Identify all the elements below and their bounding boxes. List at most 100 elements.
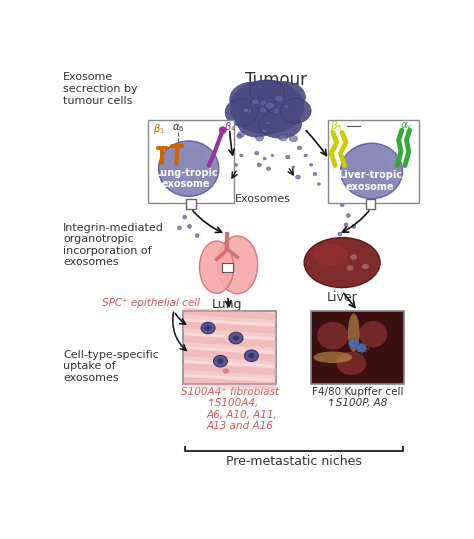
Ellipse shape <box>158 141 219 196</box>
Ellipse shape <box>296 175 300 179</box>
Bar <box>186 199 196 209</box>
FancyBboxPatch shape <box>328 120 419 203</box>
Text: Lung-tropic
exosome: Lung-tropic exosome <box>154 168 218 189</box>
Text: $\alpha_v$: $\alpha_v$ <box>400 120 413 132</box>
Ellipse shape <box>310 163 313 166</box>
Ellipse shape <box>297 146 301 150</box>
Text: SPC⁺ epithelial cell: SPC⁺ epithelial cell <box>102 298 200 308</box>
Ellipse shape <box>271 154 274 157</box>
Ellipse shape <box>350 254 357 260</box>
Ellipse shape <box>304 238 380 288</box>
Ellipse shape <box>275 95 283 102</box>
Text: $\beta_5$: $\beta_5$ <box>330 119 343 133</box>
Ellipse shape <box>183 215 187 219</box>
FancyBboxPatch shape <box>147 120 235 203</box>
Text: ↑S100A4,
A6, A10, A11,
A13 and A16: ↑S100A4, A6, A10, A11, A13 and A16 <box>207 398 277 431</box>
Ellipse shape <box>357 344 366 352</box>
Text: $\beta_4$: $\beta_4$ <box>224 120 236 134</box>
Ellipse shape <box>313 351 352 363</box>
Ellipse shape <box>265 102 274 109</box>
Text: Exosomes: Exosomes <box>235 194 291 204</box>
Ellipse shape <box>255 135 264 141</box>
Ellipse shape <box>358 320 388 348</box>
Text: $\alpha_6$: $\alpha_6$ <box>172 123 184 135</box>
Ellipse shape <box>237 134 242 139</box>
Ellipse shape <box>228 174 231 176</box>
Ellipse shape <box>292 166 295 168</box>
Ellipse shape <box>340 203 344 207</box>
Ellipse shape <box>226 148 230 151</box>
Ellipse shape <box>255 151 259 155</box>
Ellipse shape <box>201 322 215 334</box>
Ellipse shape <box>259 107 266 113</box>
Ellipse shape <box>230 80 304 134</box>
Ellipse shape <box>257 163 261 167</box>
Ellipse shape <box>229 332 243 344</box>
Ellipse shape <box>234 163 237 166</box>
Ellipse shape <box>344 223 348 227</box>
Ellipse shape <box>341 143 402 199</box>
Ellipse shape <box>218 236 258 294</box>
Ellipse shape <box>219 126 227 134</box>
Ellipse shape <box>237 132 245 137</box>
Text: Integrin-mediated
organotropic
incorporation of
exosomes: Integrin-mediated organotropic incorpora… <box>63 223 164 267</box>
Ellipse shape <box>205 326 211 331</box>
Bar <box>183 311 276 384</box>
Text: ↑S100P, A8: ↑S100P, A8 <box>327 398 387 408</box>
Ellipse shape <box>230 82 276 116</box>
Ellipse shape <box>349 340 358 347</box>
Ellipse shape <box>259 111 301 138</box>
Text: Exosome
secrection by
tumour cells: Exosome secrection by tumour cells <box>63 72 138 106</box>
Ellipse shape <box>362 264 369 269</box>
Bar <box>222 262 233 272</box>
Text: Liver: Liver <box>327 291 357 304</box>
Ellipse shape <box>248 353 255 358</box>
Ellipse shape <box>346 265 353 271</box>
Ellipse shape <box>338 232 342 236</box>
Ellipse shape <box>271 103 275 107</box>
Ellipse shape <box>266 167 271 170</box>
Ellipse shape <box>225 99 258 126</box>
Text: Liver-tropic
exosome: Liver-tropic exosome <box>338 170 402 192</box>
Ellipse shape <box>336 351 367 376</box>
Ellipse shape <box>265 121 270 125</box>
Ellipse shape <box>189 205 193 209</box>
Text: F4/80 Kupffer cell: F4/80 Kupffer cell <box>312 388 403 397</box>
Ellipse shape <box>200 241 234 293</box>
Ellipse shape <box>263 81 305 113</box>
Ellipse shape <box>207 175 210 178</box>
Ellipse shape <box>188 224 191 229</box>
Ellipse shape <box>273 108 280 114</box>
Ellipse shape <box>313 172 317 176</box>
Text: Pre-metastatic niches: Pre-metastatic niches <box>226 455 362 468</box>
Text: Cell-type-specific
uptake of
exosomes: Cell-type-specific uptake of exosomes <box>63 350 159 383</box>
Ellipse shape <box>243 108 249 113</box>
Ellipse shape <box>286 155 290 159</box>
Ellipse shape <box>249 80 284 103</box>
Ellipse shape <box>280 99 311 123</box>
Bar <box>311 311 404 384</box>
Ellipse shape <box>218 358 224 364</box>
Ellipse shape <box>220 157 224 161</box>
Ellipse shape <box>213 355 228 367</box>
Ellipse shape <box>233 335 239 341</box>
Ellipse shape <box>284 105 289 109</box>
Ellipse shape <box>348 313 360 352</box>
Ellipse shape <box>304 154 308 157</box>
Ellipse shape <box>317 321 349 350</box>
Ellipse shape <box>195 234 199 238</box>
Ellipse shape <box>213 166 216 168</box>
Ellipse shape <box>279 134 287 141</box>
Ellipse shape <box>352 224 356 229</box>
Ellipse shape <box>252 99 259 105</box>
Text: S100A4⁺ fibroblast: S100A4⁺ fibroblast <box>181 388 279 397</box>
Ellipse shape <box>203 185 206 188</box>
Ellipse shape <box>177 226 182 230</box>
Text: Lung: Lung <box>212 298 243 311</box>
Bar <box>366 199 375 209</box>
Ellipse shape <box>346 149 389 188</box>
Ellipse shape <box>313 244 348 266</box>
Text: Tumour: Tumour <box>245 71 307 89</box>
Ellipse shape <box>245 350 258 362</box>
Ellipse shape <box>245 108 252 113</box>
